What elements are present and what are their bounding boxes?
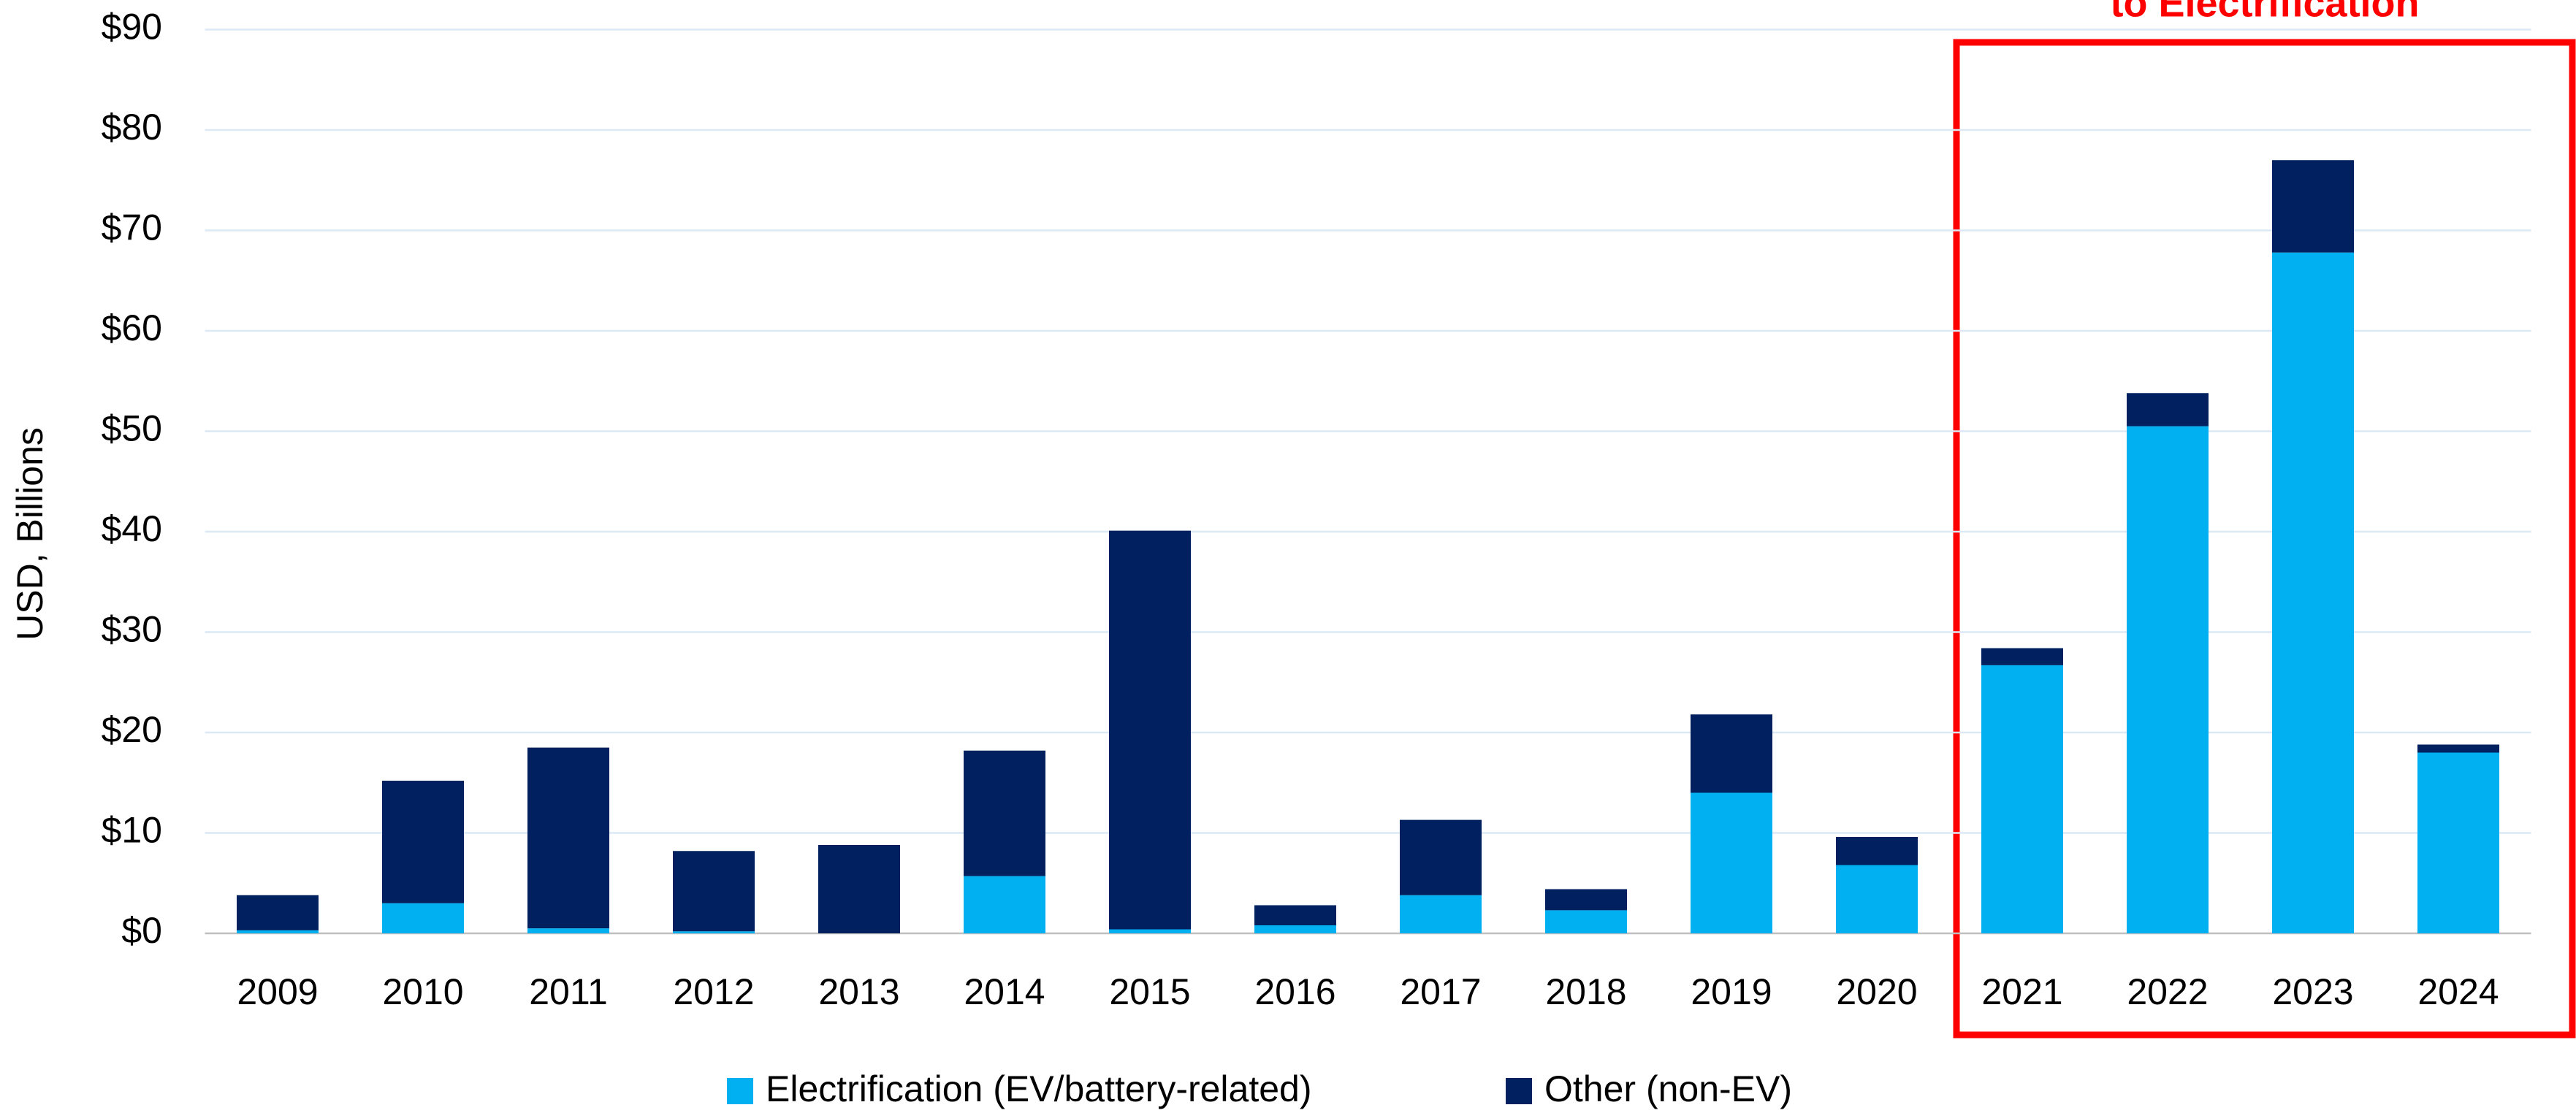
bar-segment [1691, 792, 1772, 933]
bar-segment [1981, 648, 2063, 665]
bar-segment [2272, 252, 2354, 933]
legend-swatch [1506, 1078, 1532, 1104]
x-tick-label: 2014 [964, 971, 1045, 1012]
bar-segment [1400, 895, 1482, 933]
bar-segment [964, 876, 1045, 933]
x-tick-label: 2015 [1109, 971, 1190, 1012]
x-tick-label: 2011 [529, 971, 608, 1012]
bar-segment [382, 781, 464, 903]
bar-segment [1109, 929, 1191, 933]
bar-segment [382, 903, 464, 933]
x-tick-label: 2012 [673, 971, 754, 1012]
bar-segment [673, 931, 755, 933]
bar-segment [237, 930, 319, 933]
bar-segment [1109, 530, 1191, 930]
bar-segment [1836, 837, 1918, 865]
y-axis-label: USD, Billions [9, 427, 50, 640]
y-tick-label: $20 [102, 709, 162, 750]
x-tick-label: 2023 [2272, 971, 2353, 1012]
bar-segment [1254, 905, 1336, 925]
legend-swatch [727, 1078, 753, 1104]
bar-segment [2417, 752, 2499, 933]
y-tick-label: $30 [102, 609, 162, 650]
y-tick-label: $50 [102, 408, 162, 449]
bar-segment [2272, 160, 2354, 253]
y-tick-label: $40 [102, 508, 162, 549]
x-tick-label: 2024 [2417, 971, 2499, 1012]
bar-segment [2127, 426, 2209, 933]
bar-segment [818, 845, 900, 933]
y-tick-label: $90 [102, 7, 162, 47]
bar-segment [1981, 665, 2063, 933]
bar-segment [2417, 744, 2499, 753]
x-tick-label: 2019 [1691, 971, 1772, 1012]
bar-segment [673, 851, 755, 932]
y-tick-label: $80 [102, 107, 162, 148]
x-tick-label: 2010 [382, 971, 463, 1012]
x-tick-label: 2018 [1545, 971, 1626, 1012]
legend-label: Electrification (EV/battery-related) [766, 1068, 1312, 1109]
x-tick-label: 2016 [1254, 971, 1335, 1012]
bar-segment [237, 895, 319, 930]
y-tick-label: $0 [121, 910, 162, 951]
annotation: to Electrification [2110, 0, 2419, 25]
y-tick-label: $10 [102, 810, 162, 851]
x-tick-label: 2013 [818, 971, 899, 1012]
y-tick-label: $60 [102, 307, 162, 348]
y-tick-label: $70 [102, 207, 162, 248]
x-tick-label: 2009 [237, 971, 318, 1012]
bar-segment [1400, 819, 1482, 895]
bar-segment [527, 928, 609, 933]
bar-segment [1254, 925, 1336, 933]
bar-segment [527, 747, 609, 929]
bar-segment [1836, 865, 1918, 933]
x-tick-label: 2021 [1981, 971, 2062, 1012]
x-tick-label: 2020 [1836, 971, 1917, 1012]
x-tick-label: 2022 [2127, 971, 2208, 1012]
bar-segment [1545, 910, 1627, 933]
x-tick-label: 2017 [1400, 971, 1481, 1012]
legend-label: Other (non-EV) [1544, 1068, 1792, 1109]
bar-segment [2127, 393, 2209, 427]
bar-segment [1545, 889, 1627, 911]
bar-segment [964, 750, 1045, 876]
highlight-box [1953, 39, 2576, 1039]
bar-segment [1691, 714, 1772, 793]
